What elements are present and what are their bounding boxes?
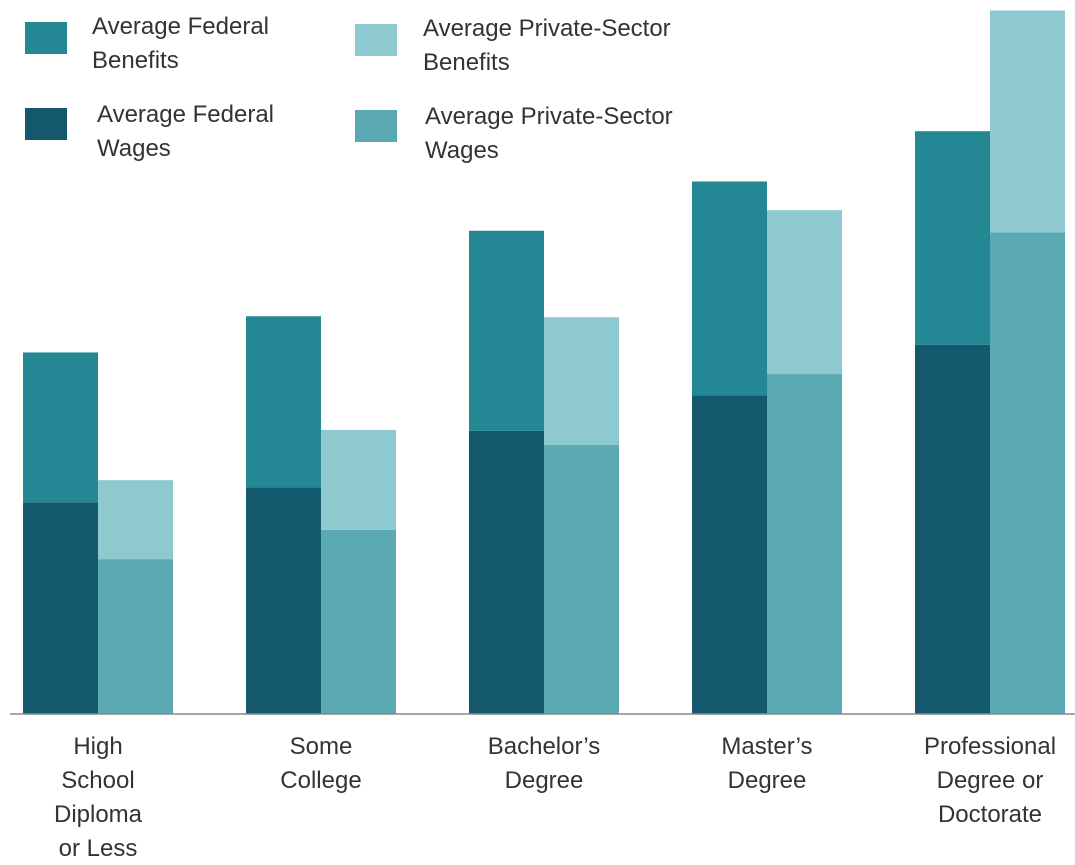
bar-segment bbox=[692, 181, 767, 396]
bar-segment bbox=[692, 395, 767, 714]
legend-label: Average Private-Sector Wages bbox=[425, 103, 673, 164]
x-tick-label: Master’s Degree bbox=[721, 733, 812, 794]
x-tick-label: High School Diploma or Less bbox=[54, 733, 143, 862]
legend-swatch bbox=[355, 110, 397, 142]
legend-swatch bbox=[355, 24, 397, 56]
x-tick-label: Bachelor’s Degree bbox=[488, 733, 601, 794]
bar-segment bbox=[544, 317, 619, 445]
legend-swatch bbox=[25, 22, 67, 54]
bar-segment bbox=[469, 230, 544, 431]
bar-segment bbox=[767, 210, 842, 375]
x-tick-label: Some College bbox=[280, 733, 361, 794]
legend-label: Average Federal Wages bbox=[97, 101, 274, 162]
bar-segment bbox=[23, 502, 98, 714]
bar-segment bbox=[23, 352, 98, 503]
bar-segment bbox=[246, 316, 321, 488]
bar-segment bbox=[321, 529, 396, 714]
bar-segment bbox=[321, 429, 396, 530]
bar-segment bbox=[98, 480, 173, 560]
bar-segment bbox=[767, 374, 842, 714]
legend-swatch bbox=[25, 108, 67, 140]
legend-label: Average Federal Benefits bbox=[92, 13, 269, 74]
bar-segment bbox=[246, 487, 321, 714]
bar-segment bbox=[544, 444, 619, 714]
x-tick-label: Professional Degree or Doctorate bbox=[924, 733, 1056, 828]
bar-segment bbox=[98, 559, 173, 714]
bar-segment bbox=[915, 131, 990, 345]
bar-segment bbox=[469, 430, 544, 714]
bar-segment bbox=[915, 344, 990, 714]
bar-segment bbox=[990, 10, 1065, 233]
bar-segment bbox=[990, 232, 1065, 714]
legend-label: Average Private-Sector Benefits bbox=[423, 15, 671, 76]
